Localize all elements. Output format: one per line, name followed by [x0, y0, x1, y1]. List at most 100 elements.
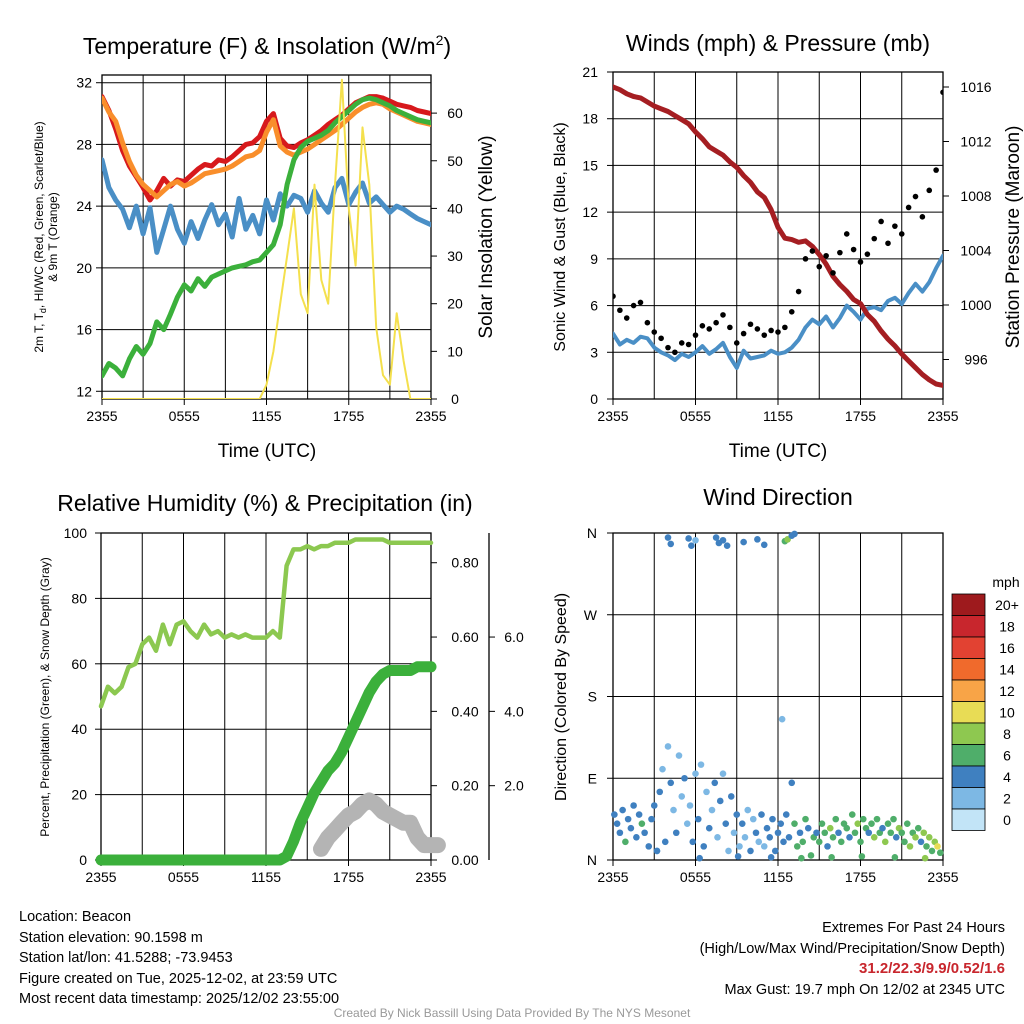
gust-point — [651, 329, 658, 335]
series-layer — [613, 84, 943, 388]
y3-tick-label: 4.0 — [504, 703, 524, 719]
y2-tick-label: 0 — [451, 391, 459, 407]
y2-axis-label: Station Pressure (Maroon) — [1003, 126, 1024, 349]
y2-axis-label: Solar Insolation (Yellow) — [476, 135, 497, 338]
figure-created: Figure created on Tue, 2025-12-02, at 23… — [19, 970, 338, 987]
direction-point — [749, 815, 757, 823]
direction-point — [780, 838, 787, 846]
gust-point — [809, 248, 816, 254]
direction-point — [921, 854, 929, 862]
x-tick-label: 1755 — [333, 869, 364, 885]
direction-point — [638, 820, 646, 827]
colorbar-label: 0 — [1003, 812, 1011, 828]
colorbar-swatch — [951, 744, 986, 767]
y2-tick-label: 10 — [447, 343, 463, 359]
direction-point — [734, 853, 742, 860]
gust-point — [926, 187, 933, 194]
series-line-9m-t — [102, 95, 431, 200]
direction-point — [858, 853, 866, 860]
gust-point — [871, 235, 878, 242]
direction-point — [738, 820, 746, 827]
y-tick-label: N — [587, 852, 597, 868]
direction-point — [697, 761, 705, 768]
gust-point — [892, 223, 898, 229]
gust-point — [905, 204, 912, 211]
colorbar-label: 2 — [1003, 791, 1011, 807]
y2-tick-label: 60 — [447, 105, 463, 121]
direction-point — [807, 852, 815, 859]
colorbar-swatch — [951, 593, 986, 616]
direction-point — [678, 793, 686, 800]
direction-point — [835, 829, 842, 837]
direction-point — [832, 815, 840, 823]
direction-point — [936, 849, 944, 857]
direction-point — [730, 829, 738, 837]
x-tick-label: 2355 — [597, 408, 628, 424]
y-tick-label: E — [588, 770, 597, 786]
gust-point — [843, 231, 850, 237]
gust-point — [919, 214, 926, 220]
colorbar-label: 14 — [999, 662, 1015, 678]
colorbar-title: mph — [992, 574, 1019, 590]
title-superscript: 2 — [436, 32, 444, 48]
gust-point — [933, 167, 939, 173]
direction-point — [716, 797, 724, 805]
direction-point — [667, 540, 675, 548]
direction-point — [890, 815, 897, 823]
direction-point — [884, 820, 892, 827]
y-tick-label: 21 — [582, 64, 598, 80]
colorbar-swatch — [951, 808, 986, 831]
gust-point — [898, 231, 905, 237]
direction-point — [870, 833, 878, 841]
gust-point — [782, 324, 788, 331]
series-line-hi-wc — [102, 157, 431, 255]
gust-point — [658, 335, 664, 342]
y2-tick-label: 30 — [447, 248, 463, 264]
direction-point — [785, 833, 793, 841]
extremes-summary: Extremes For Past 24 Hours (High/Low/Max… — [700, 918, 1005, 1000]
station-info: Location: Beacon Station elevation: 90.1… — [19, 907, 339, 1010]
direction-point — [696, 854, 703, 862]
y-tick-label: 28 — [76, 136, 92, 152]
y2-tick-label: 0.40 — [451, 703, 478, 719]
direction-point — [736, 843, 743, 850]
direction-point — [887, 829, 895, 837]
direction-point — [793, 843, 801, 850]
direction-point — [616, 829, 624, 837]
panel-title: Winds (mph) & Pressure (mb) — [626, 30, 930, 56]
gust-point — [795, 288, 802, 295]
direction-point — [659, 765, 666, 773]
y-tick-label: 40 — [71, 721, 87, 737]
direction-point — [760, 541, 768, 549]
direction-point — [813, 829, 820, 837]
direction-point — [898, 829, 906, 837]
x-tick-label: 1755 — [845, 869, 876, 885]
x-tick-label: 0555 — [680, 408, 711, 424]
y-tick-label: 32 — [76, 75, 92, 91]
gust-point — [830, 270, 836, 276]
direction-point — [826, 824, 834, 832]
y-tick-label: 16 — [76, 322, 92, 338]
gust-point — [912, 193, 919, 200]
direction-point — [901, 838, 908, 846]
station-latlon: Station lat/lon: 41.5288; -73.9453 — [19, 950, 233, 966]
direction-point — [934, 843, 941, 850]
y-tick-label: N — [587, 525, 597, 541]
series-line-solar-insolation — [102, 78, 431, 399]
colorbar-swatch — [951, 787, 986, 810]
ylabel-subscript: d — [38, 308, 48, 313]
x-tick-label: 1755 — [333, 408, 364, 424]
x-tick-label: 2355 — [86, 408, 117, 424]
station-elevation: Station elevation: 90.1598 m — [19, 929, 203, 946]
direction-point — [648, 815, 655, 823]
direction-point — [667, 779, 675, 787]
direction-point — [758, 811, 765, 818]
y-tick-label: 24 — [76, 198, 92, 214]
direction-point — [692, 536, 699, 544]
direction-point — [700, 843, 708, 850]
colorbar-swatch — [951, 679, 986, 702]
y-tick-label: 9 — [590, 251, 598, 267]
direction-point — [727, 793, 735, 800]
direction-point — [912, 833, 919, 841]
direction-point — [906, 843, 914, 850]
